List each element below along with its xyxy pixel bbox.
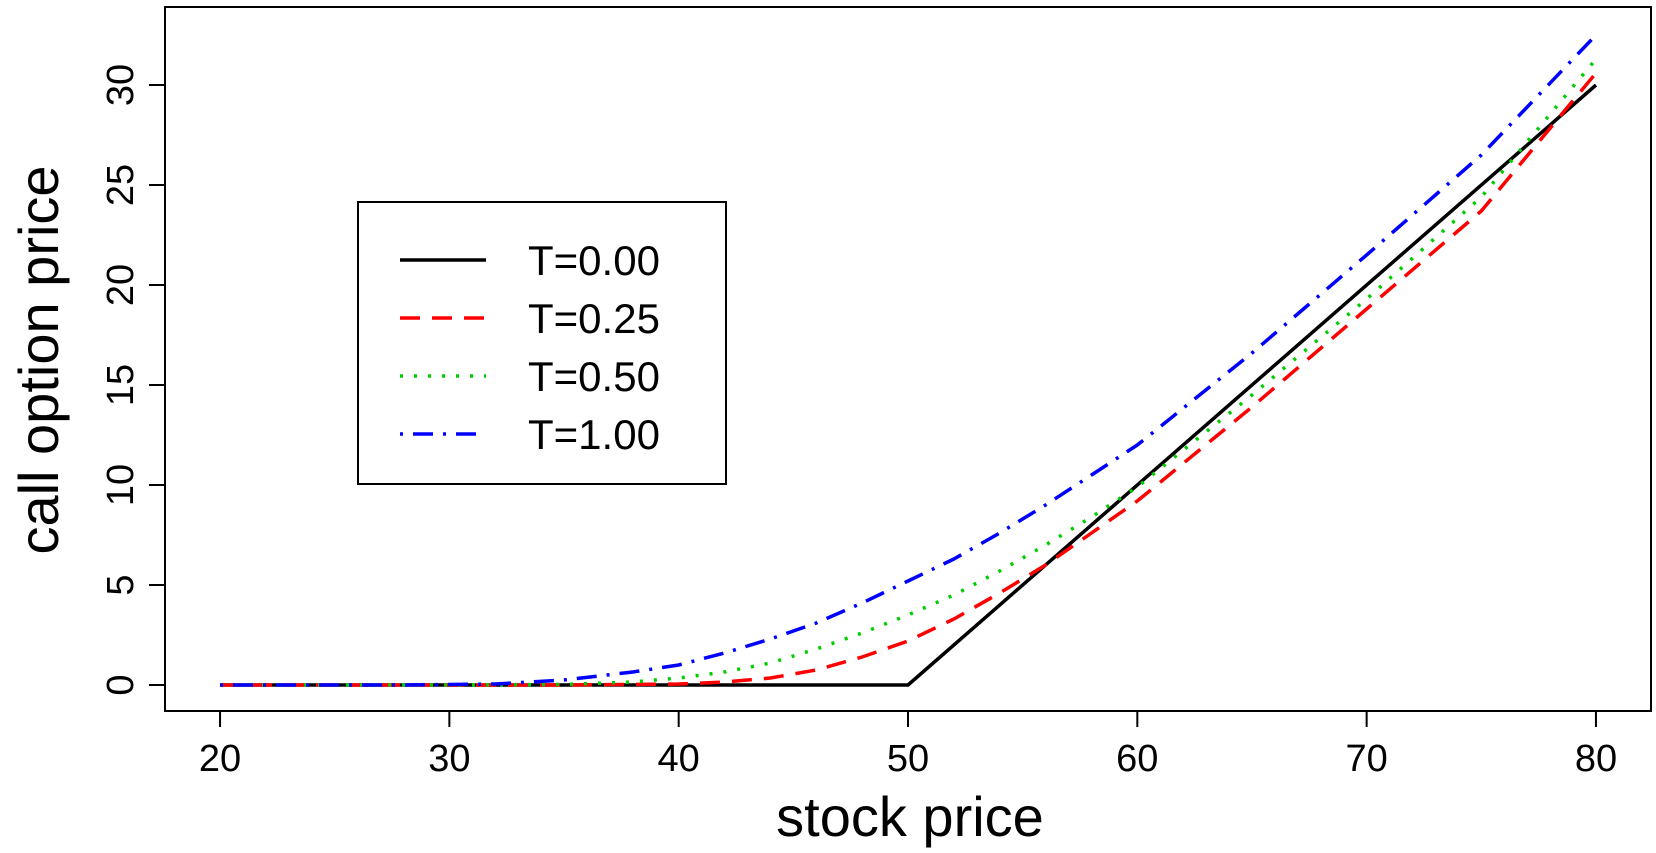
x-tick-label: 60 [1116, 738, 1158, 780]
series-group [220, 33, 1598, 687]
y-tick-label: 10 [100, 464, 142, 506]
x-tick-label: 40 [658, 738, 700, 780]
y-tick-label: 20 [100, 264, 142, 306]
x-tick-label: 20 [199, 738, 241, 780]
legend-box [357, 201, 727, 485]
x-tick-label: 30 [428, 738, 470, 780]
x-tick-label: 80 [1575, 738, 1617, 780]
y-axis: 0 5 10 15 20 25 30 [100, 64, 166, 696]
y-tick-label: 15 [100, 364, 142, 406]
y-tick-label: 25 [100, 164, 142, 206]
legend-label-3: T=1.00 [528, 411, 660, 458]
y-tick-label: 5 [100, 574, 142, 595]
y-tick-label: 0 [100, 674, 142, 695]
x-tick-label: 50 [887, 738, 929, 780]
y-tick-label: 30 [100, 64, 142, 106]
legend: T=0.00 T=0.25 T=0.50 T=1.00 [357, 201, 727, 485]
legend-label-0: T=0.00 [528, 237, 660, 284]
x-axis-label: stock price [776, 785, 1044, 848]
x-tick-label: 70 [1346, 738, 1388, 780]
x-axis: 20 30 40 50 60 70 80 [199, 710, 1617, 780]
series-line-3 [220, 33, 1598, 687]
y-axis-label: call option price [7, 165, 70, 554]
series-line-2 [220, 57, 1598, 687]
legend-label-2: T=0.50 [528, 353, 660, 400]
legend-label-1: T=0.25 [528, 295, 660, 342]
series-line-1 [220, 71, 1598, 687]
